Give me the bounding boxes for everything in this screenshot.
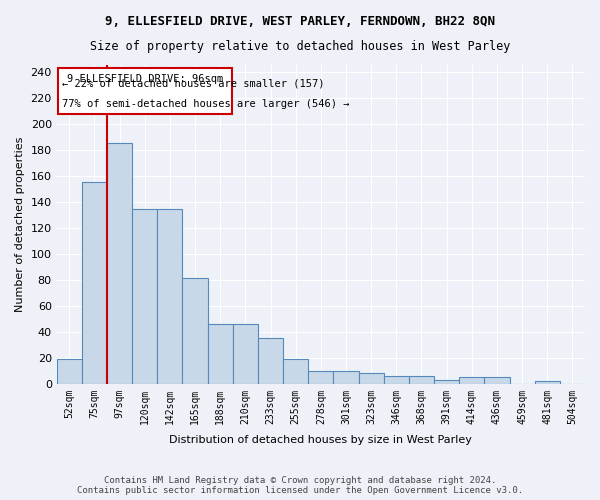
Bar xyxy=(208,324,233,384)
Bar xyxy=(157,210,182,384)
Bar xyxy=(334,371,359,384)
Y-axis label: Number of detached properties: Number of detached properties xyxy=(15,136,25,312)
Bar xyxy=(283,359,308,384)
FancyBboxPatch shape xyxy=(58,68,232,114)
Bar xyxy=(409,376,434,384)
Bar xyxy=(107,143,132,384)
Bar xyxy=(434,380,459,384)
Text: Contains HM Land Registry data © Crown copyright and database right 2024.
Contai: Contains HM Land Registry data © Crown c… xyxy=(77,476,523,495)
Bar xyxy=(459,378,484,384)
Bar xyxy=(82,182,107,384)
Bar xyxy=(384,376,409,384)
Bar xyxy=(535,381,560,384)
Text: ← 22% of detached houses are smaller (157): ← 22% of detached houses are smaller (15… xyxy=(62,78,324,88)
Bar xyxy=(56,359,82,384)
X-axis label: Distribution of detached houses by size in West Parley: Distribution of detached houses by size … xyxy=(169,435,472,445)
Bar xyxy=(484,378,509,384)
Bar xyxy=(258,338,283,384)
Text: 77% of semi-detached houses are larger (546) →: 77% of semi-detached houses are larger (… xyxy=(62,99,349,109)
Text: Size of property relative to detached houses in West Parley: Size of property relative to detached ho… xyxy=(90,40,510,53)
Bar xyxy=(359,374,384,384)
Bar xyxy=(308,371,334,384)
Text: 9 ELLESFIELD DRIVE: 96sqm: 9 ELLESFIELD DRIVE: 96sqm xyxy=(67,74,223,84)
Bar xyxy=(233,324,258,384)
Bar xyxy=(132,210,157,384)
Bar xyxy=(182,278,208,384)
Text: 9, ELLESFIELD DRIVE, WEST PARLEY, FERNDOWN, BH22 8QN: 9, ELLESFIELD DRIVE, WEST PARLEY, FERNDO… xyxy=(105,15,495,28)
